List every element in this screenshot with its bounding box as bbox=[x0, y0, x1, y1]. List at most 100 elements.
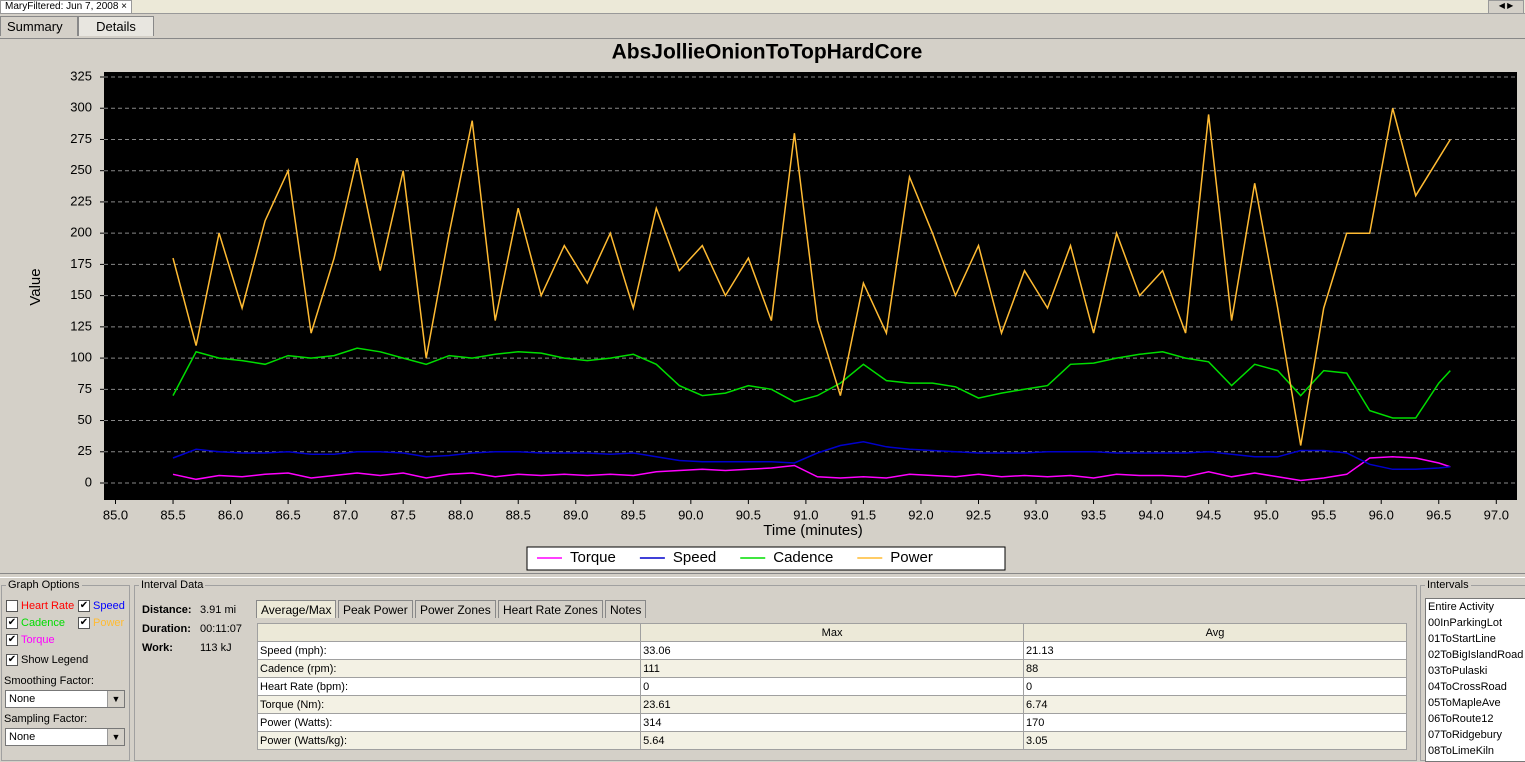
y-tick-label: 150 bbox=[70, 287, 92, 302]
x-tick-label: 85.0 bbox=[103, 507, 128, 522]
table-cell: 3.05 bbox=[1023, 731, 1407, 750]
y-tick-label: 325 bbox=[70, 68, 92, 83]
y-tick-label: 125 bbox=[70, 318, 92, 333]
checkbox: ✔ bbox=[6, 654, 18, 667]
interval-item[interactable]: 01ToStartLine bbox=[1428, 633, 1496, 645]
table-cell: Heart Rate (bpm): bbox=[256, 677, 642, 696]
y-tick-label: 100 bbox=[70, 350, 92, 365]
smoothing-dropdown[interactable]: None ▼ bbox=[5, 690, 125, 708]
series-checkbox[interactable]: ✔ Power bbox=[78, 617, 125, 630]
interval-item[interactable]: 05ToMapleAve bbox=[1428, 697, 1501, 709]
x-tick-label: 91.5 bbox=[851, 507, 876, 522]
stats-tab[interactable]: Average/Max bbox=[256, 600, 337, 618]
series-line bbox=[172, 456, 1451, 482]
x-tick-label: 86.5 bbox=[275, 507, 300, 522]
legend-label: Cadence bbox=[773, 549, 833, 566]
document-tab-label: MaryFiltered: Jun 7, 2008 bbox=[5, 1, 119, 12]
table-cell: Cadence (rpm): bbox=[256, 659, 642, 678]
x-tick-label: 96.0 bbox=[1369, 507, 1394, 522]
x-tick-label: 95.0 bbox=[1254, 507, 1279, 522]
interval-item[interactable]: 08ToLimeKiln bbox=[1428, 745, 1495, 757]
y-tick-label: 225 bbox=[70, 193, 92, 208]
details-tab[interactable]: Details bbox=[78, 16, 154, 36]
field-label: Distance: bbox=[142, 604, 192, 616]
interval-item[interactable]: Entire Activity bbox=[1428, 601, 1495, 613]
interval-item[interactable]: 06ToRoute12 bbox=[1428, 713, 1494, 725]
x-tick-label: 88.0 bbox=[448, 507, 473, 522]
chart-title: AbsJollieOnionToTopHardCore bbox=[612, 41, 923, 64]
table-cell: Power (Watts): bbox=[256, 713, 642, 732]
x-tick-label: 86.0 bbox=[218, 507, 243, 522]
stats-tab[interactable]: Peak Power bbox=[338, 600, 413, 618]
x-tick-label: 92.0 bbox=[908, 507, 933, 522]
series-checkbox[interactable]: Heart Rate bbox=[6, 600, 74, 613]
legend bbox=[526, 546, 1006, 571]
document-tab-strip: MaryFiltered: Jun 7, 2008 × ◀ ▶ bbox=[0, 0, 1525, 14]
table-cell: 33.06 bbox=[640, 641, 1025, 660]
x-axis-label: Time (minutes) bbox=[763, 522, 862, 539]
field-value: 00:11:07 bbox=[200, 623, 243, 635]
tab-label: Details bbox=[96, 19, 136, 34]
sampling-dropdown[interactable]: None ▼ bbox=[5, 728, 125, 746]
x-tick-label: 87.5 bbox=[391, 507, 416, 522]
y-tick-label: 200 bbox=[70, 225, 92, 240]
interval-item[interactable]: 00InParkingLot bbox=[1428, 617, 1502, 629]
x-tick-label: 92.5 bbox=[966, 507, 991, 522]
interval-item[interactable]: 03ToPulaski bbox=[1428, 665, 1488, 677]
document-tab[interactable]: MaryFiltered: Jun 7, 2008 × bbox=[0, 0, 133, 14]
table-cell: Power (Watts/kg): bbox=[256, 731, 642, 750]
y-tick-label: 75 bbox=[78, 381, 92, 396]
table-row: Cadence (rpm): 111 88 bbox=[256, 659, 1407, 678]
y-tick-label: 300 bbox=[70, 100, 92, 115]
checkbox: ✔ bbox=[78, 600, 90, 613]
table-cell: 23.61 bbox=[640, 695, 1025, 714]
series-checkbox[interactable]: ✔ Torque bbox=[6, 634, 55, 647]
interval-item[interactable]: 04ToCrossRoad bbox=[1428, 681, 1507, 693]
dropdown-value: None bbox=[9, 693, 36, 705]
series-line bbox=[172, 347, 1451, 419]
x-tick-label: 87.0 bbox=[333, 507, 358, 522]
series-checkbox[interactable]: ✔ Speed bbox=[78, 600, 125, 613]
x-tick-label: 93.0 bbox=[1023, 507, 1048, 522]
tab-label: Summary bbox=[7, 19, 63, 34]
scroll-arrows[interactable]: ◀ ▶ bbox=[1488, 0, 1524, 14]
checkbox bbox=[6, 600, 18, 613]
interval-item[interactable]: 07ToRidgebury bbox=[1428, 729, 1502, 741]
stats-tab[interactable]: Notes bbox=[605, 600, 647, 618]
table-cell: 6.74 bbox=[1023, 695, 1407, 714]
intervals-panel: Intervals Entire Activity 00InParkingLot 0… bbox=[1420, 579, 1525, 762]
summary-tab[interactable]: Summary bbox=[0, 16, 78, 36]
checkbox: ✔ bbox=[6, 617, 18, 630]
table-cell: 170 bbox=[1023, 713, 1407, 732]
header-cell bbox=[256, 623, 642, 642]
splitter[interactable] bbox=[0, 573, 1525, 578]
panel-title: Interval Data bbox=[139, 579, 206, 591]
panel-title: Intervals bbox=[1425, 579, 1471, 591]
x-tick-label: 85.5 bbox=[160, 507, 185, 522]
panel-title: Graph Options bbox=[6, 579, 82, 591]
table-cell: 88 bbox=[1023, 659, 1407, 678]
checkbox-label: Show Legend bbox=[21, 654, 89, 666]
field-value: 3.91 mi bbox=[200, 604, 237, 616]
x-tick-label: 90.0 bbox=[678, 507, 703, 522]
stats-tab[interactable]: Power Zones bbox=[415, 600, 496, 618]
x-tick-label: 95.5 bbox=[1311, 507, 1336, 522]
table-row: Power (Watts/kg): 5.64 3.05 bbox=[256, 731, 1407, 750]
checkbox-label: Power bbox=[93, 617, 125, 629]
series-checkbox[interactable]: ✔ Cadence bbox=[6, 617, 65, 630]
interval-item[interactable]: 02ToBigIslandRoad bbox=[1428, 649, 1524, 661]
header-row: Max Avg bbox=[256, 623, 1407, 642]
y-tick-label: 175 bbox=[70, 256, 92, 271]
x-tick-label: 89.0 bbox=[563, 507, 588, 522]
header-cell: Avg bbox=[1023, 623, 1407, 642]
x-tick-label: 91.0 bbox=[793, 507, 818, 522]
show-legend-checkbox[interactable]: ✔ Show Legend bbox=[6, 654, 89, 667]
y-tick-label: 0 bbox=[85, 474, 92, 489]
y-tick-label: 25 bbox=[78, 443, 92, 458]
sampling-label: Sampling Factor: bbox=[4, 713, 88, 725]
checkbox-label: Speed bbox=[93, 600, 125, 612]
table-cell: Torque (Nm): bbox=[256, 695, 642, 714]
stats-tab[interactable]: Heart Rate Zones bbox=[498, 600, 603, 618]
table-cell: 0 bbox=[1023, 677, 1407, 696]
